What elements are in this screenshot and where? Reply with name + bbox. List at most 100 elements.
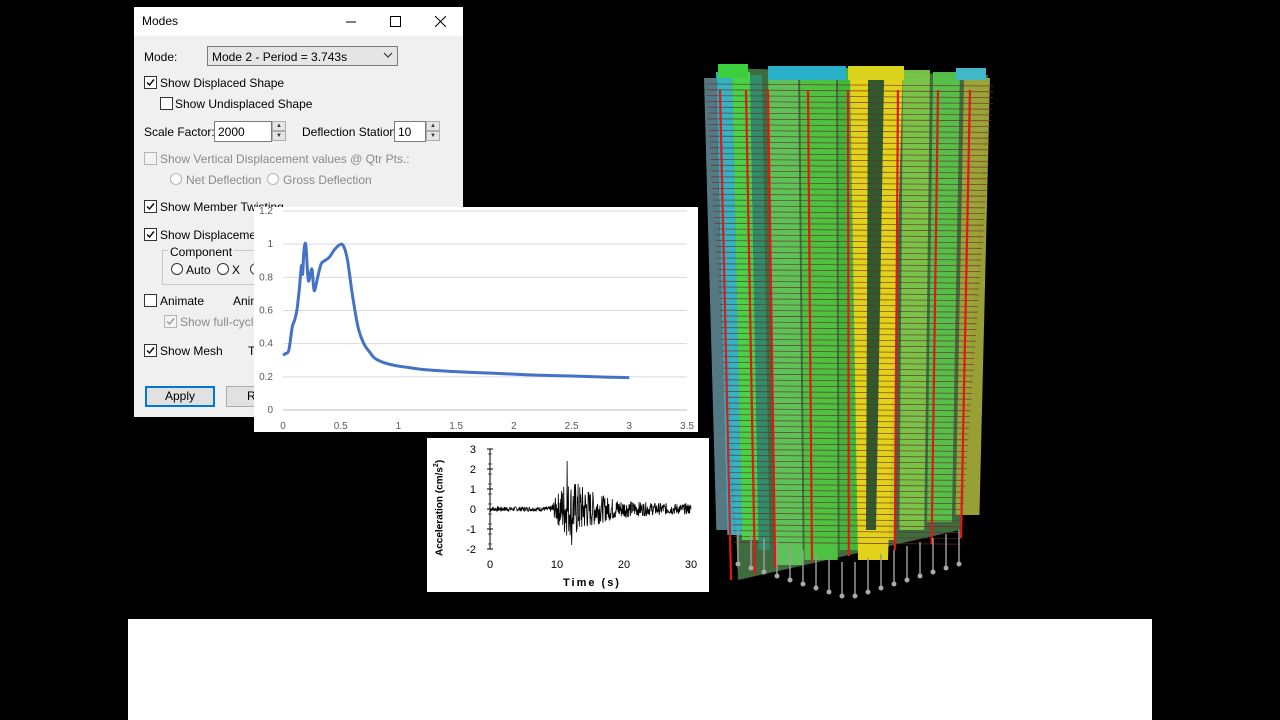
gross-deflection-label: Gross Deflection	[283, 173, 372, 187]
component-label: Component	[168, 245, 235, 259]
building-support-node	[956, 561, 962, 567]
building-red-column	[766, 89, 777, 569]
accel-ylabel-end: )	[434, 459, 446, 464]
building-column-strip	[800, 68, 838, 560]
x-label: X	[232, 263, 241, 277]
x-tick-label: 3	[627, 421, 633, 432]
x-tick-label: 30	[685, 559, 697, 571]
building-support-node	[865, 589, 871, 595]
building-support-node	[774, 573, 780, 579]
building-floor-line	[710, 153, 989, 156]
apply-button[interactable]: Apply	[145, 386, 215, 407]
scale-factor-value: 2000	[218, 125, 245, 139]
building-floor-line	[712, 188, 987, 191]
building-floor-line	[732, 518, 963, 522]
deflection-stations-label: Deflection Stations:	[302, 125, 406, 139]
scale-factor-input[interactable]: 2000	[214, 121, 272, 142]
building-floor-line	[710, 164, 989, 168]
accel-xlabel: Time (s)	[563, 577, 621, 589]
y-tick-label: -2	[466, 544, 476, 556]
x-tick-label: 10	[551, 559, 563, 571]
building-red-column	[893, 89, 900, 551]
building-floor-line	[712, 199, 986, 203]
y-tick-label: 0	[267, 405, 273, 416]
building-3d-model	[704, 64, 995, 599]
show-mesh-label: Show Mesh	[160, 344, 223, 358]
building-support-node	[930, 569, 936, 575]
accel-chart-panel: 3 2 1 0 -1 -2 0 10 20 30 Acceleration (cm/s2) Tim…	[427, 438, 709, 592]
building-support-node	[943, 565, 949, 571]
net-deflection-radio[interactable]	[170, 173, 182, 185]
accel-ylabel-sup: 2	[433, 463, 440, 468]
show-full-cycle-checkbox[interactable]	[164, 315, 177, 328]
show-undisplaced-shape-checkbox[interactable]	[160, 97, 173, 110]
dialog-titlebar: Modes	[134, 7, 463, 36]
building-floor-line	[733, 541, 961, 545]
building-floor-line	[708, 130, 991, 133]
y-tick-label: 1	[470, 484, 476, 496]
show-displacement-checkbox[interactable]	[144, 228, 157, 241]
building-support-node	[826, 589, 832, 595]
building-support-node	[839, 593, 845, 599]
building-floor-line	[706, 95, 994, 98]
show-vertical-disp-checkbox[interactable]	[144, 152, 157, 165]
anim-label: Anim	[233, 294, 261, 308]
building-floor-line	[709, 135, 991, 139]
show-mesh-checkbox[interactable]	[144, 344, 157, 357]
building-floor-line	[709, 147, 990, 151]
building-floor-line	[732, 524, 963, 528]
maximize-button[interactable]	[373, 7, 417, 36]
accel-ylabel: Acceleration (cm/s2)	[433, 460, 445, 556]
deflection-stations-spinner[interactable]: ▲ ▼	[426, 121, 440, 142]
spin-up-icon[interactable]: ▲	[426, 121, 440, 131]
show-member-twisting-checkbox[interactable]	[144, 200, 157, 213]
building-crown-block	[848, 66, 904, 80]
building-crown-block	[956, 68, 986, 80]
spectrum-series-line	[282, 241, 630, 380]
accel-series-line	[489, 460, 692, 546]
gross-deflection-radio[interactable]	[267, 173, 279, 185]
x-tick-label: 20	[618, 559, 630, 571]
minimize-button[interactable]	[329, 7, 373, 36]
spin-up-icon[interactable]: ▲	[272, 121, 286, 131]
animate-checkbox[interactable]	[144, 294, 157, 307]
show-displaced-shape-checkbox[interactable]	[144, 76, 157, 89]
building-red-column	[846, 89, 850, 557]
y-tick-label: 0	[470, 504, 476, 516]
y-tick-label: -1	[466, 524, 476, 536]
spin-down-icon[interactable]: ▼	[426, 131, 440, 141]
t-label: T	[248, 344, 256, 358]
checkmark-icon	[146, 203, 155, 211]
mode-label: Mode:	[144, 50, 178, 64]
building-floor-line	[731, 501, 964, 504]
y-tick-label: 0.6	[259, 306, 273, 317]
spectrum-chart-panel: 0 0.2 0.4 0.6 0.8 1 1.2 0 0.5 1 1.5 2 2.5 3 3.5	[254, 206, 698, 432]
show-displaced-shape-label: Show Displaced Shape	[160, 76, 285, 90]
building-floor-line	[707, 112, 992, 116]
mode-select[interactable]: Mode 2 - Period = 3.743s	[207, 46, 398, 66]
building-support-node	[917, 573, 923, 579]
accel-ylabel-text: Acceleration (cm/s	[434, 467, 446, 556]
building-floor-line	[730, 495, 965, 499]
building-floor-line	[706, 89, 994, 93]
auto-radio[interactable]	[171, 263, 183, 275]
building-crown-block	[768, 66, 846, 80]
building-floor-line	[732, 530, 962, 533]
building-floor-line	[731, 507, 964, 510]
x-radio[interactable]	[217, 263, 229, 275]
checkmark-icon	[166, 318, 175, 326]
building-red-column	[718, 89, 733, 581]
deflection-stations-input[interactable]: 10	[394, 121, 426, 142]
building-floor-line	[707, 106, 993, 110]
scale-factor-spinner[interactable]: ▲ ▼	[272, 121, 286, 142]
close-icon	[434, 16, 446, 27]
x-tick-label: 1.5	[449, 421, 463, 432]
x-tick-label: 1	[396, 421, 402, 432]
close-button[interactable]	[418, 7, 462, 36]
building-floor-line	[708, 124, 992, 127]
y-tick-label: 0.8	[259, 272, 273, 283]
spectrum-chart: 0 0.2 0.4 0.6 0.8 1 1.2 0 0.5 1 1.5 2 2.5 3 3.5	[259, 206, 694, 432]
spin-down-icon[interactable]: ▼	[272, 131, 286, 141]
checkmark-icon	[146, 231, 155, 239]
